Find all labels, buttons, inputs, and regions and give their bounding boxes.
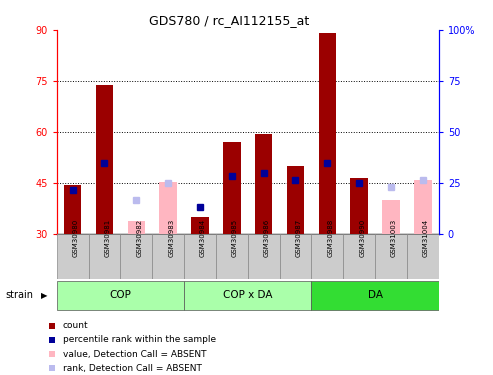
Text: percentile rank within the sample: percentile rank within the sample (63, 335, 216, 344)
Bar (191, 217, 209, 234)
Text: GSM30981: GSM30981 (105, 219, 110, 257)
Text: GSM30990: GSM30990 (359, 219, 365, 257)
Bar (223, 142, 241, 234)
Bar (120, 234, 152, 279)
Bar (57, 281, 184, 310)
Bar (375, 234, 407, 279)
Bar (128, 221, 145, 234)
Bar (184, 281, 312, 310)
Text: ▶: ▶ (41, 291, 47, 300)
Bar (216, 234, 247, 279)
Text: GSM30980: GSM30980 (72, 219, 78, 257)
Bar (382, 200, 400, 234)
Text: GSM30986: GSM30986 (264, 219, 270, 257)
Bar (343, 234, 375, 279)
Bar (351, 178, 368, 234)
Text: GSM30987: GSM30987 (295, 219, 302, 257)
Text: GSM30988: GSM30988 (327, 219, 333, 257)
Bar (152, 234, 184, 279)
Text: GSM30985: GSM30985 (232, 219, 238, 257)
Bar (280, 234, 312, 279)
Bar (64, 185, 81, 234)
Bar (255, 134, 273, 234)
Text: GSM31003: GSM31003 (391, 219, 397, 257)
Text: GSM31004: GSM31004 (423, 219, 429, 257)
Text: GSM30984: GSM30984 (200, 219, 206, 257)
Text: strain: strain (5, 290, 33, 300)
Text: GSM30983: GSM30983 (168, 219, 174, 257)
Bar (287, 166, 304, 234)
Text: rank, Detection Call = ABSENT: rank, Detection Call = ABSENT (63, 364, 202, 373)
Text: count: count (63, 321, 88, 330)
Bar (312, 234, 343, 279)
Text: value, Detection Call = ABSENT: value, Detection Call = ABSENT (63, 350, 206, 358)
Bar (414, 180, 431, 234)
Text: COP: COP (109, 290, 131, 300)
Text: GSM30982: GSM30982 (136, 219, 142, 257)
Title: GDS780 / rc_AI112155_at: GDS780 / rc_AI112155_at (148, 15, 309, 27)
Text: COP x DA: COP x DA (223, 290, 273, 300)
Bar (318, 33, 336, 234)
Bar (184, 234, 216, 279)
Bar (96, 84, 113, 234)
Text: DA: DA (368, 290, 383, 300)
Bar (312, 281, 439, 310)
Bar (247, 234, 280, 279)
Bar (407, 234, 439, 279)
Bar (57, 234, 89, 279)
Bar (159, 182, 177, 234)
Bar (89, 234, 120, 279)
